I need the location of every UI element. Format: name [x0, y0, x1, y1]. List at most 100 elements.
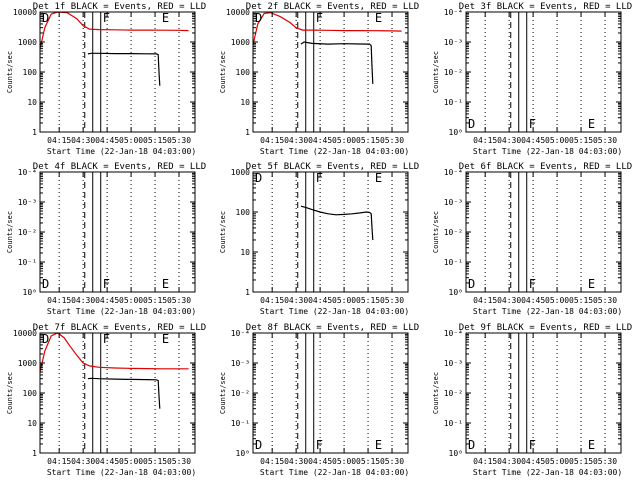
panel-det-1f: Det 1f BLACK = Events, RED = LLD Counts/s…	[6, 2, 206, 156]
x-tick-label: 05:15	[356, 296, 380, 305]
marker-f: F	[529, 277, 536, 291]
y-tick-label: 10	[240, 248, 250, 257]
x-tick-label: 04:30	[497, 136, 521, 145]
y-tick-label: 10⁻³	[231, 359, 250, 368]
x-tick-label: 05:15	[356, 136, 380, 145]
panel-title: Det 8f BLACK = Events, RED = LLD	[246, 323, 419, 333]
x-tick-label: 04:45	[521, 457, 545, 466]
marker-e: E	[588, 117, 595, 131]
series-lld-line	[252, 12, 402, 46]
panel-title: Det 4f BLACK = Events, RED = LLD	[33, 162, 206, 172]
marker-e: E	[162, 277, 169, 291]
x-tick-label: 05:15	[143, 136, 167, 145]
marker-f: F	[103, 332, 110, 346]
panel-det-2f: Det 2f BLACK = Events, RED = LLD Counts/s…	[219, 2, 419, 156]
x-axis-label: Start Time (22-Jan-18 04:03:00)	[47, 307, 196, 316]
x-tick-label: 05:00	[119, 136, 143, 145]
panel-det-7f: Det 7f BLACK = Events, RED = LLD Counts/s…	[6, 323, 206, 477]
x-axis-label: Start Time (22-Jan-18 04:03:00)	[260, 307, 409, 316]
plot-frame	[39, 332, 196, 454]
y-tick-label: 10⁻²	[444, 68, 463, 77]
y-tick-label: 10⁻³	[444, 198, 463, 207]
marker-f: F	[529, 117, 536, 131]
y-axis-label: Counts/sec	[6, 372, 14, 414]
y-tick-label: 10⁻⁴	[444, 8, 463, 17]
x-tick-label: 04:45	[308, 457, 332, 466]
x-tick-label: 04:15	[47, 296, 71, 305]
x-tick-label: 04:15	[473, 457, 497, 466]
x-tick-label: 05:15	[569, 296, 593, 305]
y-tick-label: 100	[23, 68, 38, 77]
marker-f: F	[103, 277, 110, 291]
panel-det-3f: Det 3f BLACK = Events, RED = LLD Counts/s…	[432, 2, 632, 156]
x-tick-label: 05:15	[143, 296, 167, 305]
x-tick-label: 05:30	[167, 296, 191, 305]
x-axis-label: Start Time (22-Jan-18 04:03:00)	[47, 468, 196, 477]
y-tick-label: 100	[23, 389, 38, 398]
marker-f: F	[103, 11, 110, 25]
y-tick-label: 10⁻⁴	[444, 168, 463, 177]
panel-det-4f: Det 4f BLACK = Events, RED = LLD Counts/s…	[6, 162, 206, 316]
y-tick-label: 10⁻¹	[18, 258, 37, 267]
series-lld-line	[39, 11, 189, 49]
x-tick-label: 05:00	[119, 457, 143, 466]
y-tick-label: 10⁻⁴	[444, 329, 463, 338]
marker-f: F	[316, 171, 323, 185]
marker-d: D	[255, 438, 262, 452]
y-tick-label: 10⁻⁴	[231, 329, 250, 338]
marker-e: E	[375, 11, 382, 25]
x-tick-label: 05:30	[167, 457, 191, 466]
y-axis-label: Counts/sec	[432, 211, 440, 253]
plot-frame	[465, 11, 622, 133]
y-tick-label: 100	[236, 68, 251, 77]
y-tick-label: 1000	[18, 38, 37, 47]
y-tick-label: 10⁻¹	[444, 419, 463, 428]
x-tick-label: 04:15	[473, 296, 497, 305]
panel-title: Det 9f BLACK = Events, RED = LLD	[459, 323, 632, 333]
y-tick-label: 10⁰	[449, 288, 463, 297]
x-axis-label: Start Time (22-Jan-18 04:03:00)	[260, 147, 409, 156]
x-tick-label: 05:30	[593, 296, 617, 305]
x-tick-label: 05:30	[593, 457, 617, 466]
x-tick-label: 04:30	[497, 457, 521, 466]
series-events-line	[87, 377, 161, 409]
series-events-line	[300, 205, 374, 241]
plot-frame	[39, 171, 196, 293]
panel-title: Det 5f BLACK = Events, RED = LLD	[246, 162, 419, 172]
x-tick-label: 04:15	[260, 296, 284, 305]
plot-frame	[252, 171, 409, 293]
panel-title: Det 7f BLACK = Events, RED = LLD	[33, 323, 206, 333]
y-tick-label: 1000	[231, 38, 250, 47]
x-tick-label: 05:15	[143, 457, 167, 466]
x-tick-label: 04:45	[521, 296, 545, 305]
panel-det-6f: Det 6f BLACK = Events, RED = LLD Counts/s…	[432, 162, 632, 316]
x-axis-label: Start Time (22-Jan-18 04:03:00)	[473, 307, 622, 316]
x-tick-label: 05:30	[380, 296, 404, 305]
x-tick-label: 05:30	[380, 457, 404, 466]
x-tick-label: 05:00	[332, 136, 356, 145]
x-tick-label: 05:15	[569, 136, 593, 145]
series-events-line	[87, 52, 161, 86]
y-tick-label: 10⁻¹	[444, 98, 463, 107]
y-tick-label: 10000	[226, 8, 250, 17]
y-tick-label: 10⁻²	[444, 389, 463, 398]
y-tick-label: 10⁻¹	[444, 258, 463, 267]
x-tick-label: 04:45	[521, 136, 545, 145]
marker-d: D	[42, 11, 49, 25]
x-tick-label: 04:15	[260, 136, 284, 145]
x-tick-label: 04:30	[71, 457, 95, 466]
marker-e: E	[588, 277, 595, 291]
y-tick-label: 10⁻⁴	[18, 168, 37, 177]
panel-title: Det 3f BLACK = Events, RED = LLD	[459, 2, 632, 12]
x-tick-label: 04:45	[95, 457, 119, 466]
y-tick-label: 1	[245, 128, 250, 137]
x-tick-label: 05:00	[545, 296, 569, 305]
marker-d: D	[255, 171, 262, 185]
panel-det-9f: Det 9f BLACK = Events, RED = LLD Counts/s…	[432, 323, 632, 477]
y-axis-label: Counts/sec	[219, 51, 227, 93]
x-tick-label: 04:15	[47, 136, 71, 145]
x-tick-label: 04:30	[284, 296, 308, 305]
x-tick-label: 04:30	[71, 296, 95, 305]
y-tick-label: 10000	[13, 8, 37, 17]
